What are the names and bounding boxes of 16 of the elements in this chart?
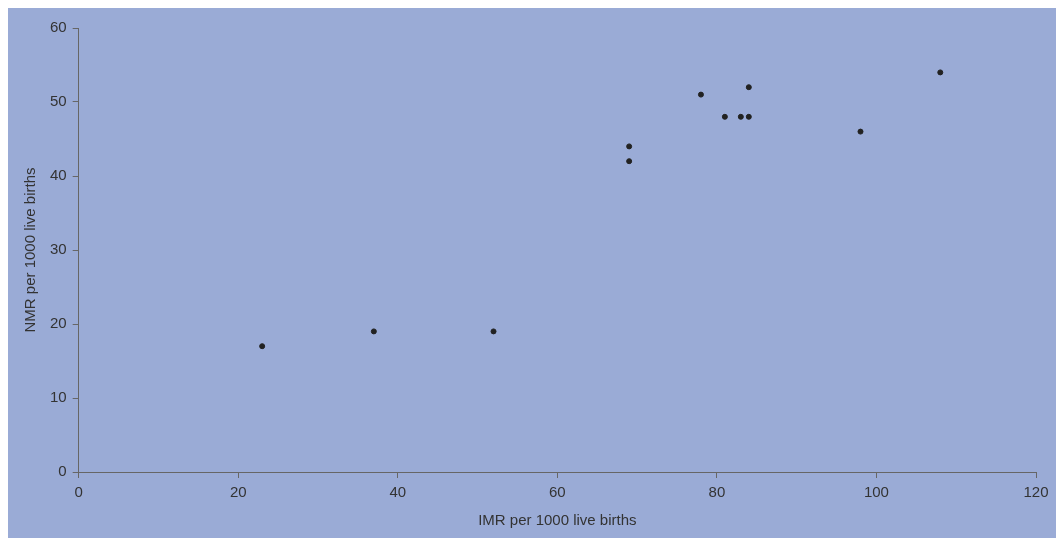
y-tick-label: 40 (50, 166, 67, 184)
x-tick-label: 0 (74, 483, 83, 501)
x-tick-label: 60 (549, 483, 566, 501)
y-axis-title: NMR per 1000 live births (21, 167, 39, 333)
y-tick-label: 30 (50, 240, 67, 258)
x-axis-title: IMR per 1000 live births (478, 511, 637, 529)
y-tick-label: 50 (50, 92, 67, 110)
x-tick-label: 100 (863, 483, 889, 501)
x-tick-label: 120 (1023, 483, 1049, 501)
x-tick-label: 80 (708, 483, 726, 501)
x-tick-label: 20 (229, 483, 247, 501)
y-tick-label: 20 (50, 314, 67, 332)
x-tick-label: 40 (389, 483, 407, 501)
y-tick-label: 60 (50, 18, 67, 36)
y-tick-label: 10 (50, 388, 67, 406)
y-tick-label: 0 (58, 462, 67, 480)
